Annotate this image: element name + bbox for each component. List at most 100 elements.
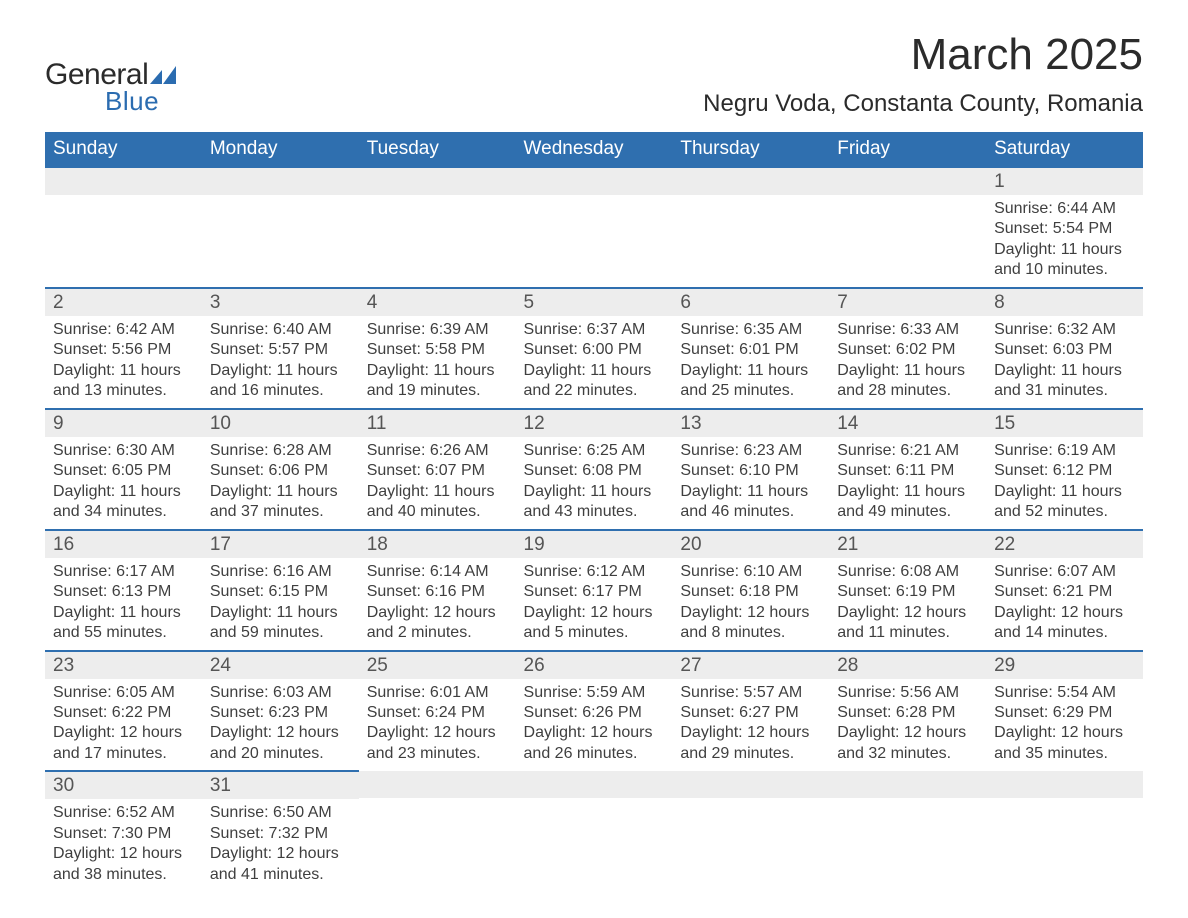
calendar-row: 9Sunrise: 6:30 AMSunset: 6:05 PMDaylight… <box>45 409 1143 530</box>
sunrise-text: Sunrise: 6:37 AM <box>524 320 665 340</box>
calendar-cell: 18Sunrise: 6:14 AMSunset: 6:16 PMDayligh… <box>359 530 516 651</box>
sunset-text: Sunset: 6:26 PM <box>524 703 665 723</box>
calendar-cell: 9Sunrise: 6:30 AMSunset: 6:05 PMDaylight… <box>45 409 202 530</box>
daylight-text: Daylight: 11 hours and 37 minutes. <box>210 482 351 523</box>
sunset-text: Sunset: 6:16 PM <box>367 582 508 602</box>
sunset-text: Sunset: 6:10 PM <box>680 461 821 481</box>
weekday-header-row: Sunday Monday Tuesday Wednesday Thursday… <box>45 132 1143 167</box>
sunset-text: Sunset: 7:30 PM <box>53 824 194 844</box>
sunrise-text: Sunrise: 5:54 AM <box>994 683 1135 703</box>
daylight-text: Daylight: 11 hours and 22 minutes. <box>524 361 665 402</box>
day-content: Sunrise: 6:50 AMSunset: 7:32 PMDaylight:… <box>202 799 359 891</box>
sunset-text: Sunset: 6:24 PM <box>367 703 508 723</box>
day-content: Sunrise: 6:35 AMSunset: 6:01 PMDaylight:… <box>672 316 829 408</box>
day-content: Sunrise: 6:07 AMSunset: 6:21 PMDaylight:… <box>986 558 1143 650</box>
sunset-text: Sunset: 5:58 PM <box>367 340 508 360</box>
daylight-text: Daylight: 11 hours and 49 minutes. <box>837 482 978 523</box>
sunset-text: Sunset: 6:02 PM <box>837 340 978 360</box>
location-text: Negru Voda, Constanta County, Romania <box>703 90 1143 118</box>
daylight-text: Daylight: 12 hours and 11 minutes. <box>837 603 978 644</box>
weekday-header: Monday <box>202 132 359 167</box>
day-number: 8 <box>986 289 1143 316</box>
sunrise-text: Sunrise: 6:08 AM <box>837 562 978 582</box>
day-number: 30 <box>45 772 202 799</box>
calendar-cell: 5Sunrise: 6:37 AMSunset: 6:00 PMDaylight… <box>516 288 673 409</box>
day-number: 27 <box>672 652 829 679</box>
day-number: 23 <box>45 652 202 679</box>
day-number: 13 <box>672 410 829 437</box>
day-content: Sunrise: 6:17 AMSunset: 6:13 PMDaylight:… <box>45 558 202 650</box>
day-content: Sunrise: 6:16 AMSunset: 6:15 PMDaylight:… <box>202 558 359 650</box>
day-number: 26 <box>516 652 673 679</box>
sunset-text: Sunset: 6:13 PM <box>53 582 194 602</box>
day-number: 4 <box>359 289 516 316</box>
day-number: 17 <box>202 531 359 558</box>
day-number: 3 <box>202 289 359 316</box>
daylight-text: Daylight: 11 hours and 59 minutes. <box>210 603 351 644</box>
daylight-text: Daylight: 11 hours and 40 minutes. <box>367 482 508 523</box>
calendar-cell: 24Sunrise: 6:03 AMSunset: 6:23 PMDayligh… <box>202 651 359 772</box>
calendar-row: 16Sunrise: 6:17 AMSunset: 6:13 PMDayligh… <box>45 530 1143 651</box>
day-number <box>359 771 516 798</box>
calendar-row: 2Sunrise: 6:42 AMSunset: 5:56 PMDaylight… <box>45 288 1143 409</box>
day-content: Sunrise: 6:12 AMSunset: 6:17 PMDaylight:… <box>516 558 673 650</box>
calendar-cell: 26Sunrise: 5:59 AMSunset: 6:26 PMDayligh… <box>516 651 673 772</box>
calendar-cell: 3Sunrise: 6:40 AMSunset: 5:57 PMDaylight… <box>202 288 359 409</box>
weekday-header: Wednesday <box>516 132 673 167</box>
calendar-cell <box>202 167 359 288</box>
day-content: Sunrise: 6:32 AMSunset: 6:03 PMDaylight:… <box>986 316 1143 408</box>
calendar-cell: 22Sunrise: 6:07 AMSunset: 6:21 PMDayligh… <box>986 530 1143 651</box>
day-number: 21 <box>829 531 986 558</box>
sunset-text: Sunset: 6:03 PM <box>994 340 1135 360</box>
daylight-text: Daylight: 12 hours and 20 minutes. <box>210 723 351 764</box>
weekday-header: Sunday <box>45 132 202 167</box>
daylight-text: Daylight: 12 hours and 29 minutes. <box>680 723 821 764</box>
day-number: 31 <box>202 772 359 799</box>
day-content: Sunrise: 6:10 AMSunset: 6:18 PMDaylight:… <box>672 558 829 650</box>
sunset-text: Sunset: 6:12 PM <box>994 461 1135 481</box>
calendar-cell <box>829 167 986 288</box>
day-content: Sunrise: 6:52 AMSunset: 7:30 PMDaylight:… <box>45 799 202 891</box>
day-number: 25 <box>359 652 516 679</box>
day-content: Sunrise: 6:08 AMSunset: 6:19 PMDaylight:… <box>829 558 986 650</box>
sunrise-text: Sunrise: 6:19 AM <box>994 441 1135 461</box>
calendar-cell <box>672 771 829 891</box>
title-block: March 2025 Negru Voda, Constanta County,… <box>703 30 1143 118</box>
sunrise-text: Sunrise: 6:42 AM <box>53 320 194 340</box>
sunrise-text: Sunrise: 5:56 AM <box>837 683 978 703</box>
calendar-cell: 8Sunrise: 6:32 AMSunset: 6:03 PMDaylight… <box>986 288 1143 409</box>
daylight-text: Daylight: 12 hours and 35 minutes. <box>994 723 1135 764</box>
sunset-text: Sunset: 6:15 PM <box>210 582 351 602</box>
daylight-text: Daylight: 12 hours and 17 minutes. <box>53 723 194 764</box>
sunrise-text: Sunrise: 6:30 AM <box>53 441 194 461</box>
day-content: Sunrise: 6:30 AMSunset: 6:05 PMDaylight:… <box>45 437 202 529</box>
sunset-text: Sunset: 6:22 PM <box>53 703 194 723</box>
day-number <box>829 771 986 798</box>
sunset-text: Sunset: 6:28 PM <box>837 703 978 723</box>
sunset-text: Sunset: 5:56 PM <box>53 340 194 360</box>
calendar-table: Sunday Monday Tuesday Wednesday Thursday… <box>45 132 1143 891</box>
day-number <box>359 168 516 195</box>
sunrise-text: Sunrise: 6:03 AM <box>210 683 351 703</box>
sunrise-text: Sunrise: 6:17 AM <box>53 562 194 582</box>
day-content: Sunrise: 6:01 AMSunset: 6:24 PMDaylight:… <box>359 679 516 771</box>
calendar-cell: 25Sunrise: 6:01 AMSunset: 6:24 PMDayligh… <box>359 651 516 772</box>
day-content: Sunrise: 5:56 AMSunset: 6:28 PMDaylight:… <box>829 679 986 771</box>
day-number: 29 <box>986 652 1143 679</box>
daylight-text: Daylight: 12 hours and 38 minutes. <box>53 844 194 885</box>
calendar-cell: 10Sunrise: 6:28 AMSunset: 6:06 PMDayligh… <box>202 409 359 530</box>
day-number: 18 <box>359 531 516 558</box>
sunset-text: Sunset: 6:05 PM <box>53 461 194 481</box>
day-content: Sunrise: 6:28 AMSunset: 6:06 PMDaylight:… <box>202 437 359 529</box>
sunrise-text: Sunrise: 6:12 AM <box>524 562 665 582</box>
calendar-cell: 19Sunrise: 6:12 AMSunset: 6:17 PMDayligh… <box>516 530 673 651</box>
logo-mark-icon <box>150 66 176 84</box>
day-number: 22 <box>986 531 1143 558</box>
day-content: Sunrise: 6:44 AMSunset: 5:54 PMDaylight:… <box>986 195 1143 287</box>
daylight-text: Daylight: 11 hours and 13 minutes. <box>53 361 194 402</box>
calendar-cell: 2Sunrise: 6:42 AMSunset: 5:56 PMDaylight… <box>45 288 202 409</box>
calendar-cell: 20Sunrise: 6:10 AMSunset: 6:18 PMDayligh… <box>672 530 829 651</box>
daylight-text: Daylight: 11 hours and 19 minutes. <box>367 361 508 402</box>
sunrise-text: Sunrise: 6:35 AM <box>680 320 821 340</box>
sunset-text: Sunset: 6:00 PM <box>524 340 665 360</box>
